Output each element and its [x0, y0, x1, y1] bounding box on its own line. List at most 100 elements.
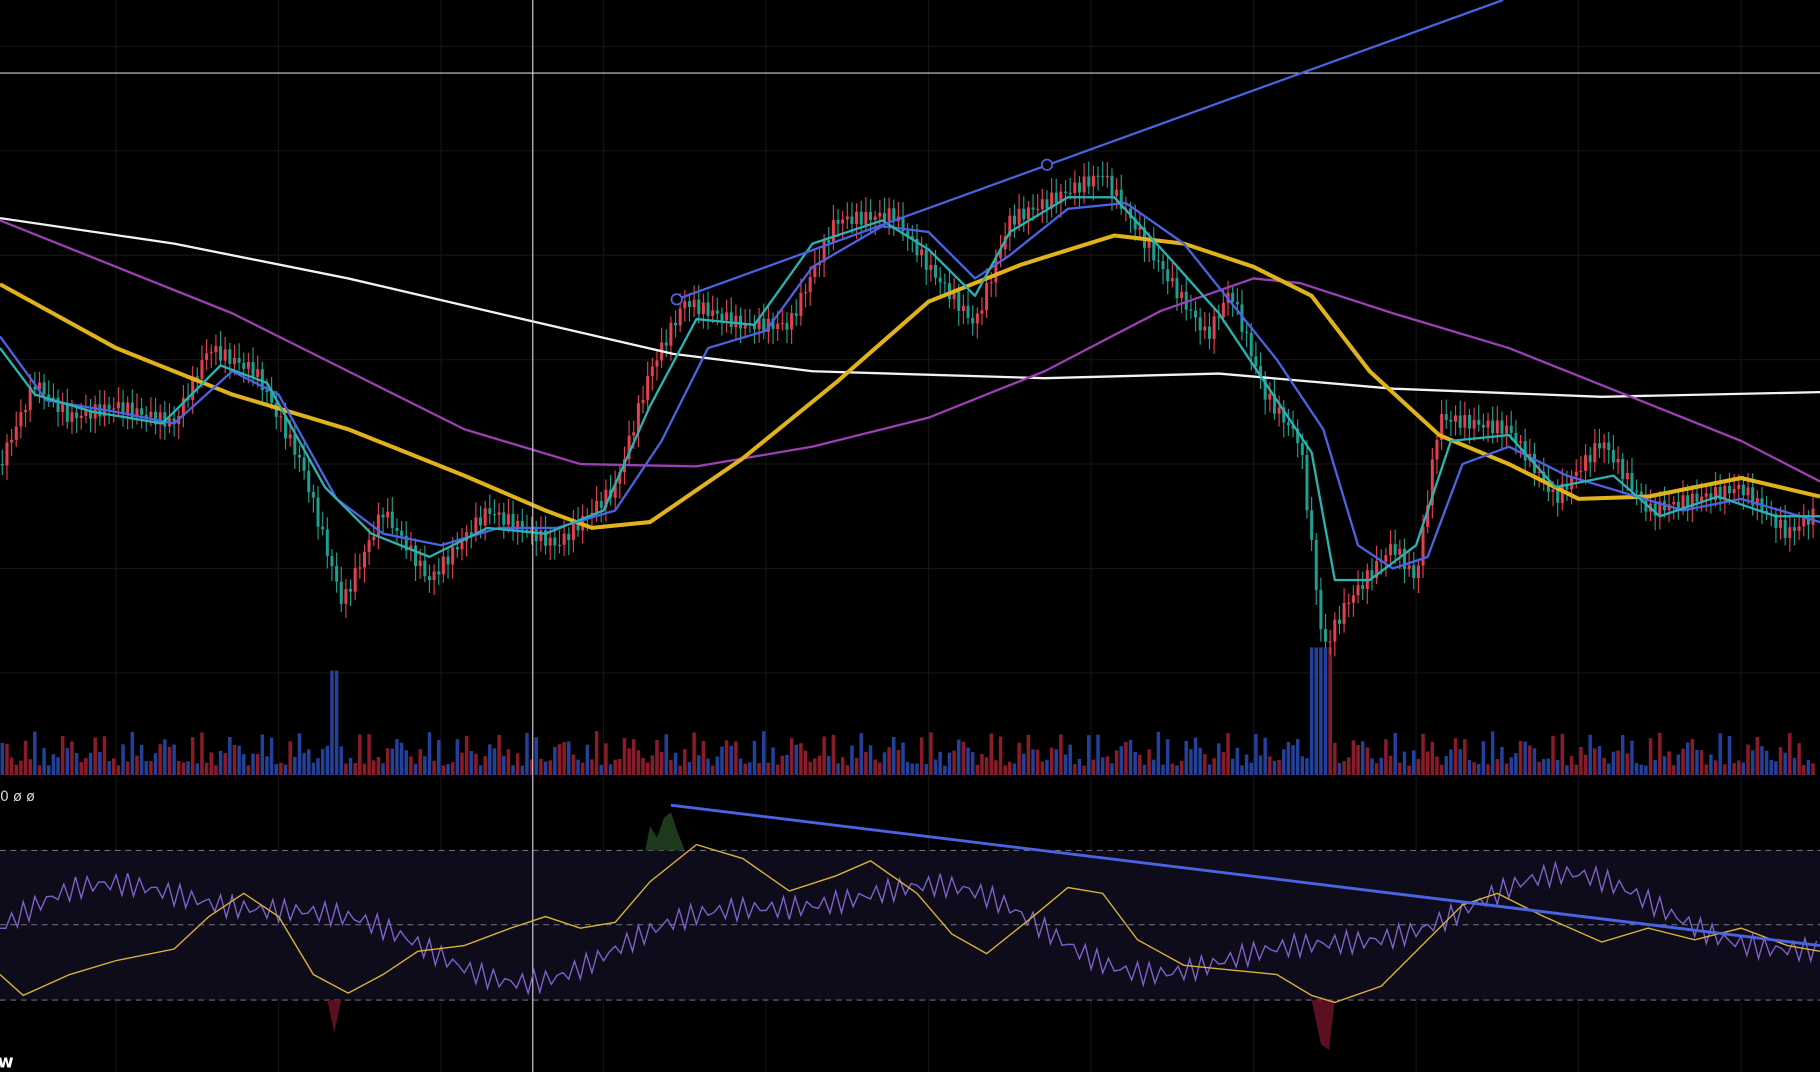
- candle-body: [980, 310, 984, 314]
- volume-bar: [892, 736, 896, 775]
- volume-bar: [859, 733, 863, 775]
- candle-body: [107, 404, 111, 410]
- candle-body: [1407, 565, 1411, 569]
- candle-body: [1602, 442, 1606, 449]
- candle-body: [1045, 199, 1049, 209]
- volume-bar: [1551, 735, 1555, 775]
- trend-anchor: [670, 293, 683, 306]
- candle-body: [404, 535, 408, 551]
- volume-bar: [1746, 744, 1750, 775]
- candle-body: [1324, 629, 1328, 642]
- candle-body: [520, 520, 524, 530]
- candle-body: [1342, 602, 1346, 624]
- volume-bar: [673, 752, 678, 775]
- volume-bar: [1351, 740, 1356, 775]
- candle-body: [270, 392, 274, 403]
- candle-body: [1268, 393, 1272, 400]
- volume-bar: [172, 744, 176, 775]
- candle-body: [762, 318, 766, 332]
- indicator-label: 0 ø ø: [0, 789, 35, 805]
- volume-bar: [915, 763, 919, 775]
- candle-body: [1449, 419, 1453, 422]
- candle-body: [1737, 484, 1741, 490]
- candle-body: [516, 520, 520, 530]
- volume-bar: [404, 750, 408, 775]
- candle-body: [130, 402, 134, 418]
- volume-bar: [469, 750, 473, 775]
- candle-body: [743, 323, 747, 329]
- volume-bar: [260, 734, 265, 775]
- volume-bar: [1750, 750, 1755, 775]
- candle-body: [163, 412, 167, 427]
- candle-body: [1491, 420, 1495, 434]
- candle-body: [957, 291, 961, 311]
- candle-body: [1337, 619, 1341, 624]
- candle-body: [1119, 189, 1123, 209]
- volume-bar: [989, 733, 993, 775]
- candle-body: [274, 402, 278, 417]
- candle-body: [827, 239, 831, 243]
- volume-bar: [497, 734, 501, 775]
- volume-bar: [1333, 742, 1337, 775]
- volume-bar: [1444, 756, 1448, 775]
- candle-body: [1625, 472, 1629, 480]
- volume-bar: [840, 757, 845, 775]
- candle-body: [1059, 191, 1063, 203]
- candle-body: [1593, 443, 1597, 463]
- volume-bar: [548, 760, 552, 775]
- volume-bar: [293, 757, 297, 775]
- candle-body: [1017, 208, 1021, 225]
- candle-body: [349, 588, 353, 592]
- volume-bar: [1523, 741, 1527, 775]
- candle-body: [1440, 414, 1444, 440]
- volume-bar: [1481, 741, 1486, 775]
- volume-bar: [961, 741, 966, 775]
- candle-body: [873, 216, 877, 220]
- volume-bar: [738, 758, 743, 775]
- candle-body: [1509, 425, 1513, 433]
- volume-bar: [850, 745, 854, 775]
- candle-body: [5, 442, 9, 466]
- candle-body: [1607, 442, 1611, 451]
- volume-bar: [613, 759, 617, 775]
- volume-bar: [320, 748, 325, 775]
- candle-body: [1523, 441, 1527, 461]
- candle-body: [149, 411, 153, 418]
- volume-bar: [970, 752, 975, 775]
- volume-bar: [474, 753, 478, 775]
- candle-body: [89, 409, 93, 419]
- volume-bar: [330, 670, 334, 775]
- candle-body: [37, 382, 41, 390]
- volume-bar: [1792, 757, 1797, 775]
- volume-bar: [23, 740, 28, 775]
- candle-body: [1709, 493, 1713, 501]
- volume-bar: [1012, 763, 1017, 775]
- candle-body: [1036, 208, 1040, 211]
- volume-bar: [1249, 762, 1253, 775]
- volume-bar: [813, 758, 817, 775]
- volume-bar: [1788, 732, 1792, 775]
- volume-bar: [748, 762, 752, 775]
- volume-bar: [51, 754, 56, 775]
- candle-body: [260, 369, 264, 391]
- candle-body: [636, 403, 640, 433]
- candle-body: [372, 536, 376, 541]
- candle-body: [701, 302, 705, 315]
- candle-body: [1806, 518, 1810, 525]
- volume-bar: [1579, 747, 1583, 775]
- volume-bar: [1184, 740, 1188, 775]
- candle-body: [325, 529, 329, 556]
- volume-bar: [1569, 755, 1574, 775]
- candle-body: [1351, 595, 1355, 603]
- volume-bar: [1133, 752, 1137, 775]
- candle-body: [1783, 519, 1787, 538]
- volume-bar: [1068, 744, 1072, 775]
- candle-body: [483, 508, 487, 526]
- candle-body: [474, 517, 478, 536]
- candle-body: [219, 346, 223, 361]
- candle-body: [47, 394, 51, 398]
- volume-bar: [1198, 747, 1202, 775]
- volume-bar: [1110, 763, 1114, 775]
- candle-body: [1082, 176, 1086, 193]
- volume-bar: [88, 752, 93, 775]
